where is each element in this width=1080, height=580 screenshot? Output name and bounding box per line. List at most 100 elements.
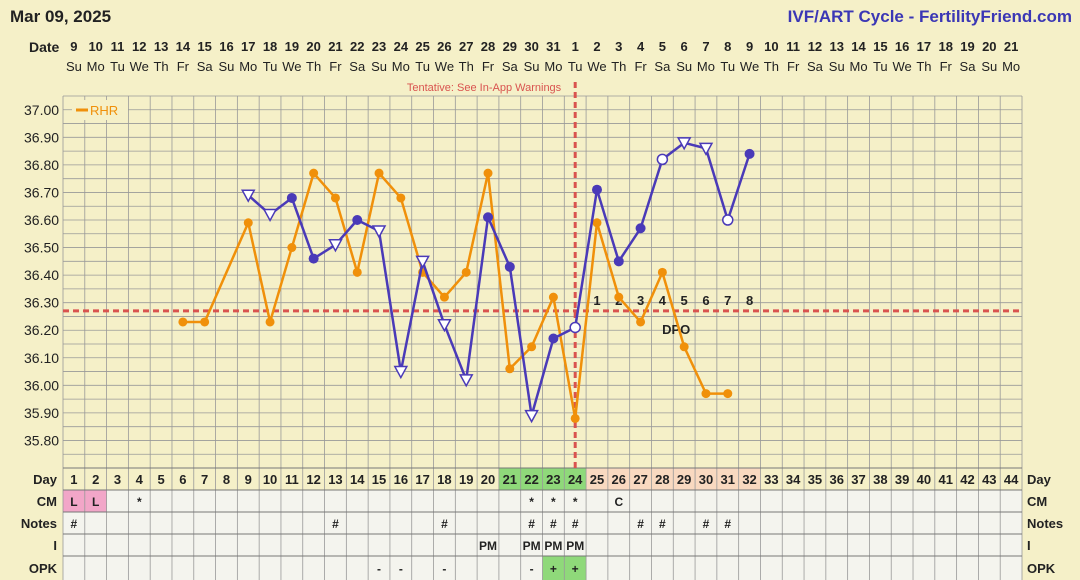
rhr-line [508, 345, 533, 370]
rhr-point [243, 218, 253, 228]
row-cell-value: PM [479, 539, 497, 553]
temp-line [508, 266, 533, 416]
date-label: 5 [659, 39, 666, 54]
date-label: 19 [285, 39, 299, 54]
cycle-day-label: 16 [394, 472, 408, 487]
cycle-day-label: 20 [481, 472, 495, 487]
weekday-label: Mo [87, 59, 105, 74]
date-label: 11 [111, 39, 125, 54]
rhr-line [595, 222, 620, 298]
fertile-day-cell [542, 468, 565, 490]
post-ovulation-day-cell [586, 468, 608, 490]
rhr-line [203, 222, 250, 323]
post-ovulation-day-cell [607, 468, 630, 490]
cycle-day-label: 22 [524, 472, 538, 487]
cycle-day-label: 1 [70, 472, 77, 487]
temp-line [595, 189, 620, 262]
cycle-day-label: 24 [568, 472, 583, 487]
y-tick-label: 36.70 [24, 184, 59, 200]
date-label: 29 [503, 39, 517, 54]
row-cell-value: C [614, 495, 623, 509]
temp-line [704, 147, 729, 221]
cycle-day-label: 37 [851, 472, 865, 487]
temp-point [613, 256, 624, 267]
weekday-label: Fr [482, 59, 495, 74]
cycle-day-label: 6 [179, 472, 186, 487]
row-cell-value: - [442, 562, 446, 576]
weekday-label: Tu [568, 59, 583, 74]
y-tick-label: 36.20 [24, 322, 59, 338]
temp-point [371, 225, 387, 239]
weekday-label: Tu [110, 59, 125, 74]
weekday-label: Th [459, 59, 474, 74]
dpo-label: 5 [681, 293, 688, 308]
cycle-day-label: 12 [306, 472, 320, 487]
rhr-line [247, 222, 272, 323]
weekday-label: We [435, 59, 454, 74]
post-ovulation-day-cell [651, 468, 674, 490]
date-label: 15 [873, 39, 887, 54]
date-label: 23 [372, 39, 386, 54]
row-cell-value: # [71, 517, 78, 531]
date-label: 18 [263, 39, 277, 54]
y-tick-label: 36.90 [24, 129, 59, 145]
row-label: OPK [29, 561, 58, 576]
weekday-label: Su [981, 59, 997, 74]
rhr-point [309, 168, 319, 178]
temp-line [726, 153, 751, 221]
row-label-right: Day [1027, 472, 1052, 487]
fertile-day-cell [520, 468, 543, 490]
rhr-point [352, 267, 362, 277]
row-cell-value: - [530, 562, 534, 576]
weekday-label: Th [611, 59, 626, 74]
cycle-day-label: 14 [350, 472, 365, 487]
temp-point [698, 142, 714, 156]
date-label: 7 [702, 39, 709, 54]
cycle-day-label: 15 [372, 472, 386, 487]
chart-date: Mar 09, 2025 [10, 7, 112, 26]
date-label: 15 [197, 39, 211, 54]
row-cell-value: # [637, 517, 644, 531]
temp-line [464, 217, 490, 380]
temp-line [421, 260, 446, 326]
row-cell-value: * [137, 495, 142, 509]
rhr-line [486, 173, 512, 369]
post-ovulation-day-cell [738, 468, 761, 490]
rhr-point [396, 193, 406, 203]
date-label: 19 [960, 39, 974, 54]
weekday-label: Mo [392, 59, 410, 74]
cycle-day-label: 43 [982, 472, 996, 487]
date-label: 22 [350, 39, 364, 54]
weekday-label: Sa [197, 59, 214, 74]
post-ovulation-day-cell [673, 468, 696, 490]
y-tick-label: 36.40 [24, 267, 59, 283]
row-cell-value: + [550, 562, 557, 576]
legend-label: RHR [90, 103, 118, 118]
weekday-label: Sa [654, 59, 671, 74]
rhr-point [723, 389, 733, 399]
temp-line [486, 216, 511, 268]
y-tick-label: 36.30 [24, 295, 59, 311]
date-label: 9 [746, 39, 753, 54]
post-ovulation-day-cell [716, 468, 739, 490]
row-cell-value: * [551, 495, 556, 509]
cycle-day-label: 33 [764, 472, 778, 487]
date-label: 13 [154, 39, 168, 54]
temp-point [393, 365, 409, 380]
rhr-point [374, 168, 384, 178]
weekday-label: Su [219, 59, 235, 74]
temp-point [744, 148, 755, 159]
row-cell-value: L [70, 495, 77, 509]
site-title[interactable]: IVF/ART Cycle - FertilityFriend.com [787, 7, 1072, 26]
row-label: I [53, 538, 57, 553]
date-label: 4 [637, 39, 645, 54]
cycle-day-label: 5 [157, 472, 164, 487]
date-label: 26 [437, 39, 451, 54]
weekday-label: Th [764, 59, 779, 74]
rhr-point [461, 267, 471, 277]
cycle-day-label: 9 [245, 472, 252, 487]
date-label: 14 [176, 39, 191, 54]
date-label: 18 [938, 39, 952, 54]
temp-point [483, 212, 494, 223]
temp-line [617, 227, 642, 263]
